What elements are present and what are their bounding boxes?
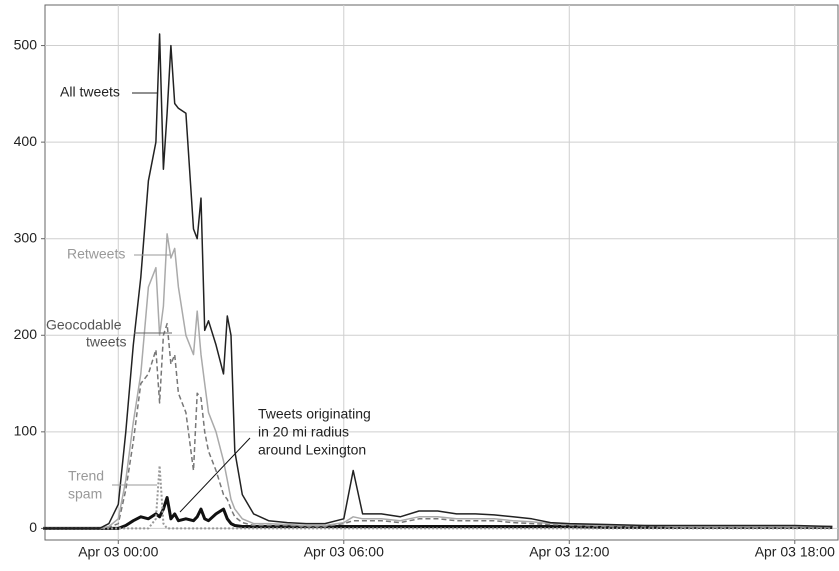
x-tick-label: Apr 03 12:00 [529,544,609,560]
annotation: Geocodable [46,317,122,333]
annotation: in 20 mi radius [258,424,349,440]
y-tick-label: 400 [14,133,38,149]
grid: 0 100 200 300 400 500 Apr 03 00:00 Apr 03 06:00… [14,5,838,560]
y-tick-label: 300 [14,229,38,245]
annotation: tweets [86,334,126,350]
annotation: spam [68,486,102,502]
series-line [43,233,833,530]
series-line [43,496,833,530]
annotation: Tweets originating [258,406,371,422]
x-tick-label: Apr 03 18:00 [755,544,835,560]
series-line [43,322,833,530]
y-tick-label: 200 [14,326,38,342]
annotation: Trend [68,468,104,484]
y-tick-label: 100 [14,423,38,439]
leader [179,437,251,513]
series-line [43,33,833,530]
annotation: Retweets [67,246,125,262]
x-tick-label: Apr 03 06:00 [304,544,384,560]
y-tick-label: 0 [29,519,37,535]
series-line [43,464,833,530]
annotations: All tweets Retweets Geocodable tweets Tr… [46,84,371,513]
annotation: All tweets [60,84,120,100]
annotation: around Lexington [258,442,366,458]
lines [43,33,833,530]
plot-area [44,4,839,541]
x-tick-label: Apr 03 00:00 [78,544,158,560]
y-tick-label: 500 [14,36,38,52]
